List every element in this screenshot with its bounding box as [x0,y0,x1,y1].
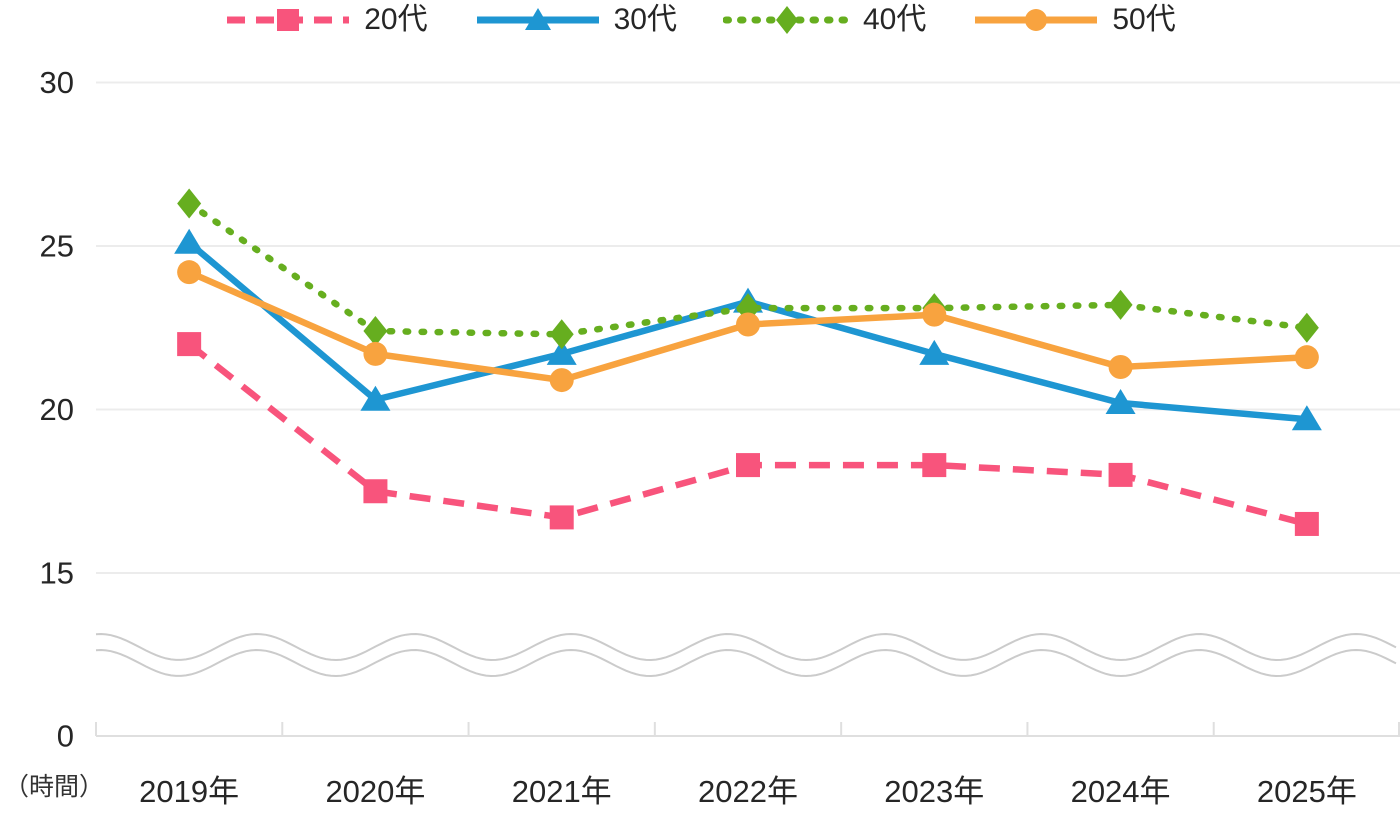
series-marker-age-50s-3 [736,312,760,337]
legend-marker-age-20s [277,9,300,31]
x-axis-label-0: 2019年 [139,774,239,809]
legend-item-age-20s: 20代 [224,2,428,38]
legend-marker-age-30s [524,8,551,30]
series-marker-age-20s-3 [736,453,760,478]
chart-legend: 20代 30代 40代 50代 [0,0,1400,42]
series-marker-age-40s-6 [1294,312,1319,343]
legend-label-age-40s: 40代 [863,3,927,36]
y-axis-label-25: 25 [40,229,74,264]
series-marker-age-30s-6 [1291,405,1322,431]
series-marker-age-50s-1 [363,341,388,366]
legend-sample-age-50s [975,9,1098,31]
series-marker-age-50s-0 [177,260,202,285]
y-axis-unit-label: （時間） [4,773,104,801]
y-axis-label-15: 15 [40,556,74,591]
x-axis-label-6: 2025年 [1257,774,1357,809]
x-axis-label-2: 2021年 [512,774,612,809]
legend-item-age-50s: 50代 [972,2,1176,38]
series-marker-age-20s-1 [363,479,388,504]
legend-marker-age-40s [776,6,798,34]
legend-label-age-20s: 20代 [364,3,428,36]
series-marker-age-40s-1 [363,316,388,347]
legend-label-age-30s: 30代 [613,3,677,36]
y-axis-label-20: 20 [40,392,74,427]
x-axis-label-1: 2020年 [325,774,425,809]
legend-item-age-30s: 30代 [474,2,677,38]
axis-break-wave-2 [95,648,1397,678]
series-marker-age-50s-6 [1294,345,1319,370]
series-marker-age-30s-0 [174,228,205,254]
legend-sample-age-40s [723,6,851,34]
x-axis-label-3: 2022年 [698,774,798,809]
series-marker-age-50s-5 [1108,354,1133,379]
series-line-age-20s [187,341,1308,528]
series-age-50s [177,260,1319,393]
series-marker-age-40s-5 [1108,289,1133,320]
series-marker-age-30s-2 [546,339,577,365]
y-axis-label-30: 30 [40,65,74,100]
series-marker-age-30s-4 [919,339,950,365]
series-marker-age-20s-5 [1108,462,1133,487]
series-marker-age-40s-2 [549,319,574,350]
legend-label-age-50s: 50代 [1112,3,1176,36]
legend-sample-age-20s [227,9,350,31]
series-marker-age-50s-4 [922,302,947,327]
series-marker-age-30s-1 [360,385,391,411]
series-marker-age-50s-2 [549,368,574,393]
legend-sample-age-30s [476,8,599,30]
series-marker-age-20s-0 [177,332,202,357]
legend-marker-age-50s [1025,9,1048,31]
axis-break-wave-1 [95,632,1397,662]
legend-item-age-40s: 40代 [723,2,926,38]
series-marker-age-20s-6 [1294,511,1319,536]
x-axis-label-5: 2024年 [1071,774,1171,809]
series-marker-age-40s-0 [177,188,202,219]
series-marker-age-20s-2 [549,505,574,530]
series-marker-age-20s-4 [922,453,947,478]
y-axis-label-0: 0 [57,719,74,754]
x-axis-label-4: 2023年 [884,774,984,809]
series-marker-age-30s-5 [1105,388,1136,414]
series-age-20s [177,332,1319,536]
